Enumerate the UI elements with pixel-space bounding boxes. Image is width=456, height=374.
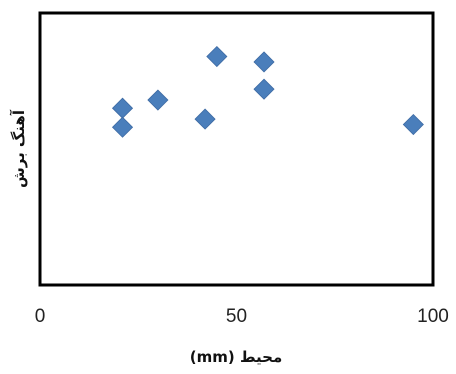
data-point: [253, 78, 275, 100]
x-tick-label: 50: [226, 306, 247, 327]
data-point: [253, 51, 275, 73]
plot-frame: [38, 11, 435, 287]
x-axis-title: محیط (mm): [190, 348, 283, 366]
x-tick-label: 0: [35, 306, 46, 327]
data-point: [111, 116, 134, 138]
x-tick-labels: 0 50 100: [35, 306, 449, 327]
data-points: [111, 45, 424, 138]
data-point: [147, 89, 169, 111]
data-point: [402, 113, 424, 136]
data-point: [194, 108, 216, 130]
x-tick-label: 100: [417, 306, 449, 327]
data-point: [206, 45, 228, 68]
y-axis-title: آهنگ برش: [10, 109, 28, 188]
